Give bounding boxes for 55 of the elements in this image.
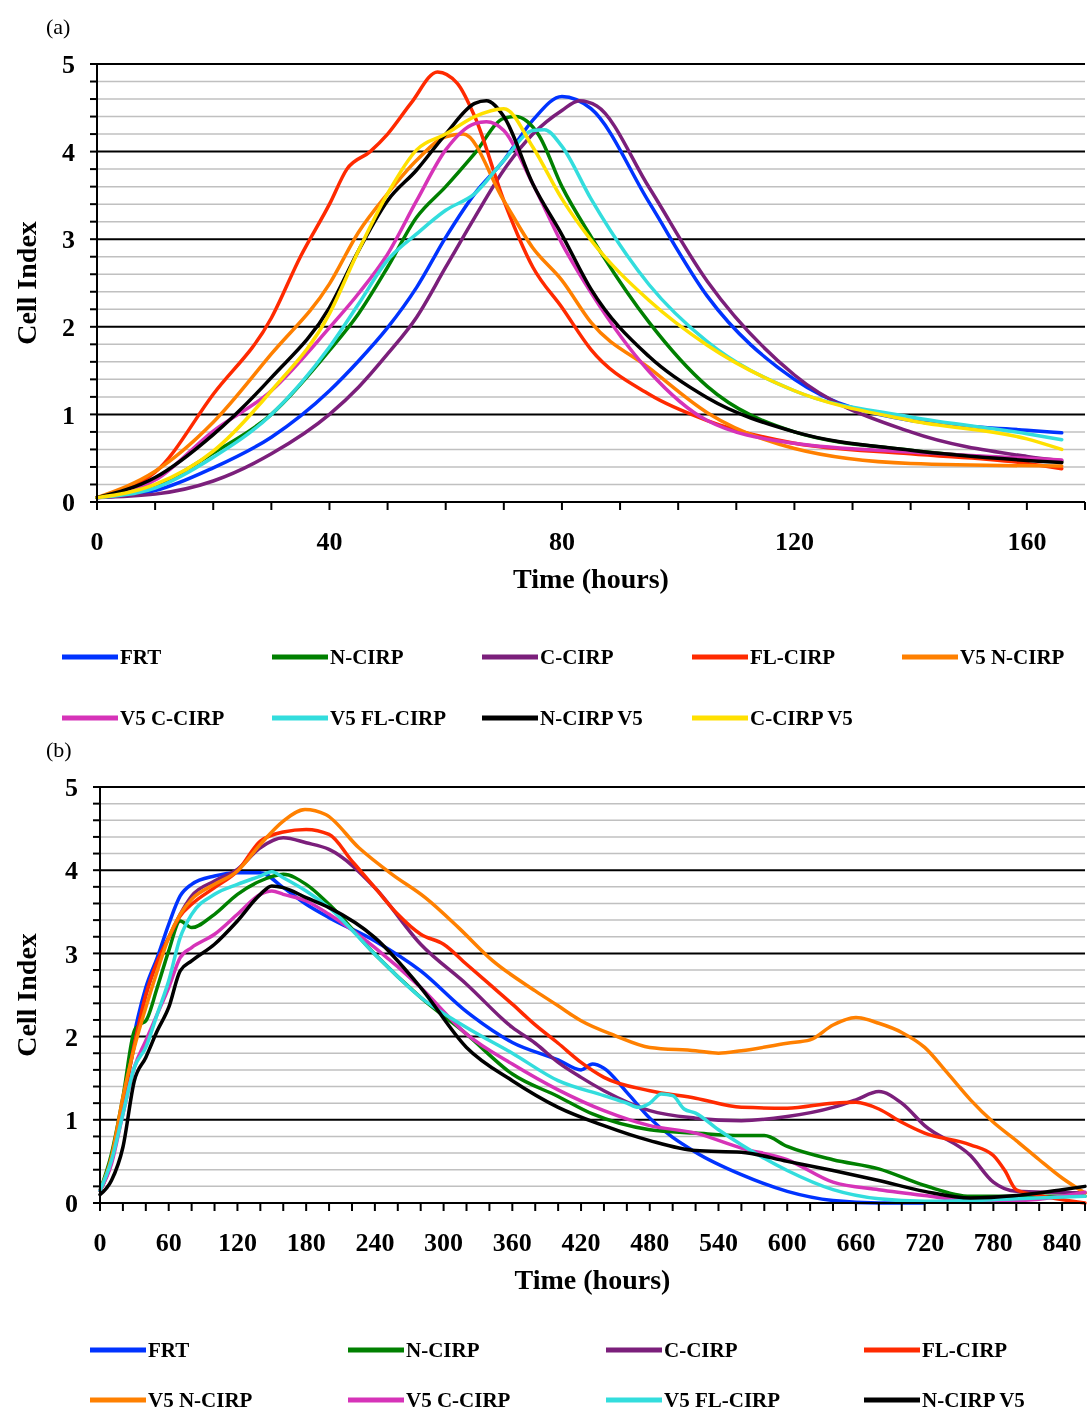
x-tick-label: 300 <box>424 1228 464 1257</box>
y-tick-label: 3 <box>65 939 78 969</box>
x-axis-title: Time (hours) <box>514 1264 671 1295</box>
legend-label: FRT <box>148 1338 190 1363</box>
legend-label: V5 N-CIRP <box>148 1388 253 1413</box>
legend-label: FL-CIRP <box>922 1338 1008 1363</box>
legend-label: FL-CIRP <box>750 645 836 670</box>
y-tick-label: 1 <box>65 1105 78 1135</box>
y-tick-label: 4 <box>62 137 75 167</box>
x-tick-label: 360 <box>492 1228 532 1257</box>
legend-label: V5 C-CIRP <box>120 706 225 731</box>
y-tick-label: 3 <box>62 225 75 255</box>
legend-label: N-CIRP <box>330 645 404 670</box>
y-axis-title: Cell Index <box>11 933 42 1057</box>
x-tick-label: 180 <box>286 1228 326 1257</box>
x-tick-label: 600 <box>767 1228 807 1257</box>
x-tick-label: 540 <box>698 1228 738 1257</box>
legend-label: V5 N-CIRP <box>960 645 1065 670</box>
x-tick-label: 40 <box>316 527 343 556</box>
y-tick-label: 5 <box>62 50 75 80</box>
y-tick-label: 2 <box>65 1022 78 1052</box>
legend-label: C-CIRP <box>664 1338 738 1363</box>
x-tick-label: 120 <box>774 527 814 556</box>
x-tick-label: 0 <box>90 527 104 556</box>
x-tick-label: 780 <box>973 1228 1013 1257</box>
x-tick-label: 480 <box>630 1228 670 1257</box>
legend-label: N-CIRP V5 <box>922 1388 1025 1413</box>
legend-label: C-CIRP V5 <box>750 706 853 731</box>
x-tick-label: 0 <box>93 1228 107 1257</box>
legend-label: FRT <box>120 645 162 670</box>
text: (a) <box>46 14 71 39</box>
x-tick-label: 420 <box>561 1228 601 1257</box>
y-axis-title: Cell Index <box>11 221 42 345</box>
y-tick-label: 1 <box>62 400 75 430</box>
x-tick-label: 80 <box>548 527 575 556</box>
x-tick-label: 840 <box>1042 1228 1082 1257</box>
legend-label: C-CIRP <box>540 645 614 670</box>
legend-label: N-CIRP V5 <box>540 706 643 731</box>
y-tick-label: 0 <box>65 1189 78 1219</box>
legend-label: V5 C-CIRP <box>406 1388 511 1413</box>
x-tick-label: 240 <box>355 1228 395 1257</box>
x-tick-label: 660 <box>836 1228 876 1257</box>
legend-label: N-CIRP <box>406 1338 480 1363</box>
x-tick-label: 720 <box>905 1228 945 1257</box>
x-tick-label: 60 <box>155 1228 182 1257</box>
y-tick-label: 5 <box>65 773 78 803</box>
y-tick-label: 2 <box>62 312 75 342</box>
x-axis-title: Time (hours) <box>513 563 669 594</box>
legend-label: V5 FL-CIRP <box>664 1388 781 1413</box>
x-tick-label: 160 <box>1007 527 1047 556</box>
legend-label: V5 FL-CIRP <box>330 706 447 731</box>
y-tick-label: 4 <box>65 856 78 886</box>
y-tick-label: 0 <box>62 488 75 518</box>
text: (b) <box>46 737 72 762</box>
x-tick-label: 120 <box>217 1228 257 1257</box>
